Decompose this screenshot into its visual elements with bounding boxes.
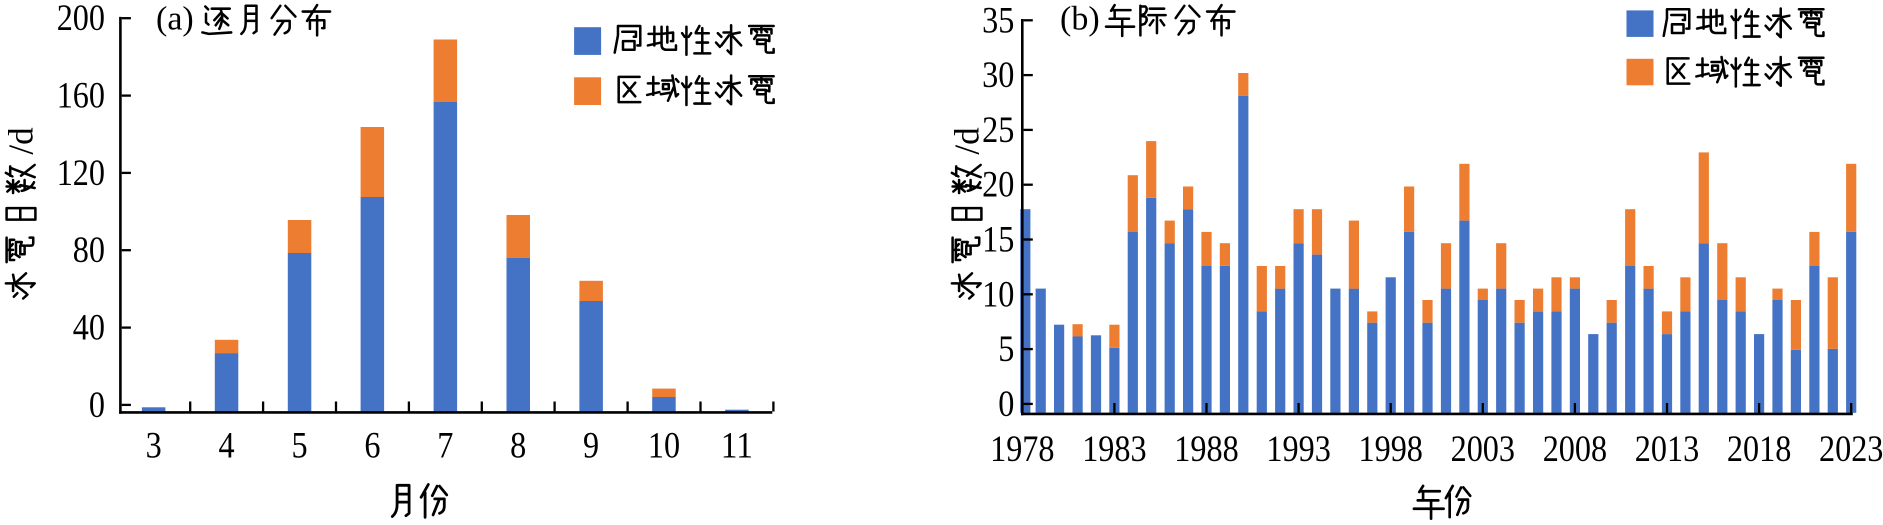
svg-text:8: 8	[510, 426, 526, 467]
svg-text:3: 3	[146, 426, 162, 467]
svg-text:5: 5	[291, 426, 307, 467]
svg-text:6: 6	[364, 426, 380, 467]
svg-text:2008: 2008	[1543, 429, 1607, 470]
svg-text:11: 11	[721, 426, 753, 467]
svg-text:200: 200	[57, 0, 105, 39]
svg-text:15: 15	[982, 220, 1014, 261]
svg-text:(a): (a)	[156, 1, 194, 38]
svg-text:2003: 2003	[1451, 429, 1515, 470]
svg-text:160: 160	[57, 76, 105, 117]
svg-text:2023: 2023	[1819, 429, 1883, 470]
svg-text:35: 35	[982, 0, 1014, 41]
svg-text:40: 40	[73, 308, 105, 349]
svg-text:4: 4	[219, 426, 235, 467]
svg-text:25: 25	[982, 110, 1014, 151]
svg-text:(b): (b)	[1060, 1, 1100, 38]
svg-text:5: 5	[998, 329, 1014, 370]
svg-text:1998: 1998	[1359, 429, 1423, 470]
svg-text:10: 10	[648, 426, 680, 467]
svg-text:1983: 1983	[1082, 429, 1146, 470]
svg-text:10: 10	[982, 274, 1014, 315]
svg-text:0: 0	[998, 384, 1014, 425]
svg-text:1978: 1978	[990, 429, 1054, 470]
svg-text:1993: 1993	[1266, 429, 1330, 470]
svg-text:80: 80	[73, 230, 105, 271]
svg-text:120: 120	[57, 153, 105, 194]
svg-text:2013: 2013	[1635, 429, 1699, 470]
svg-text:20: 20	[982, 165, 1014, 206]
svg-text:1988: 1988	[1174, 429, 1238, 470]
svg-text:0: 0	[89, 385, 105, 426]
svg-text:9: 9	[583, 426, 599, 467]
svg-text:30: 30	[982, 55, 1014, 96]
svg-text:/d: /d	[948, 127, 987, 155]
svg-text:7: 7	[437, 426, 453, 467]
svg-text:/d: /d	[2, 127, 41, 155]
svg-text:2018: 2018	[1727, 429, 1791, 470]
